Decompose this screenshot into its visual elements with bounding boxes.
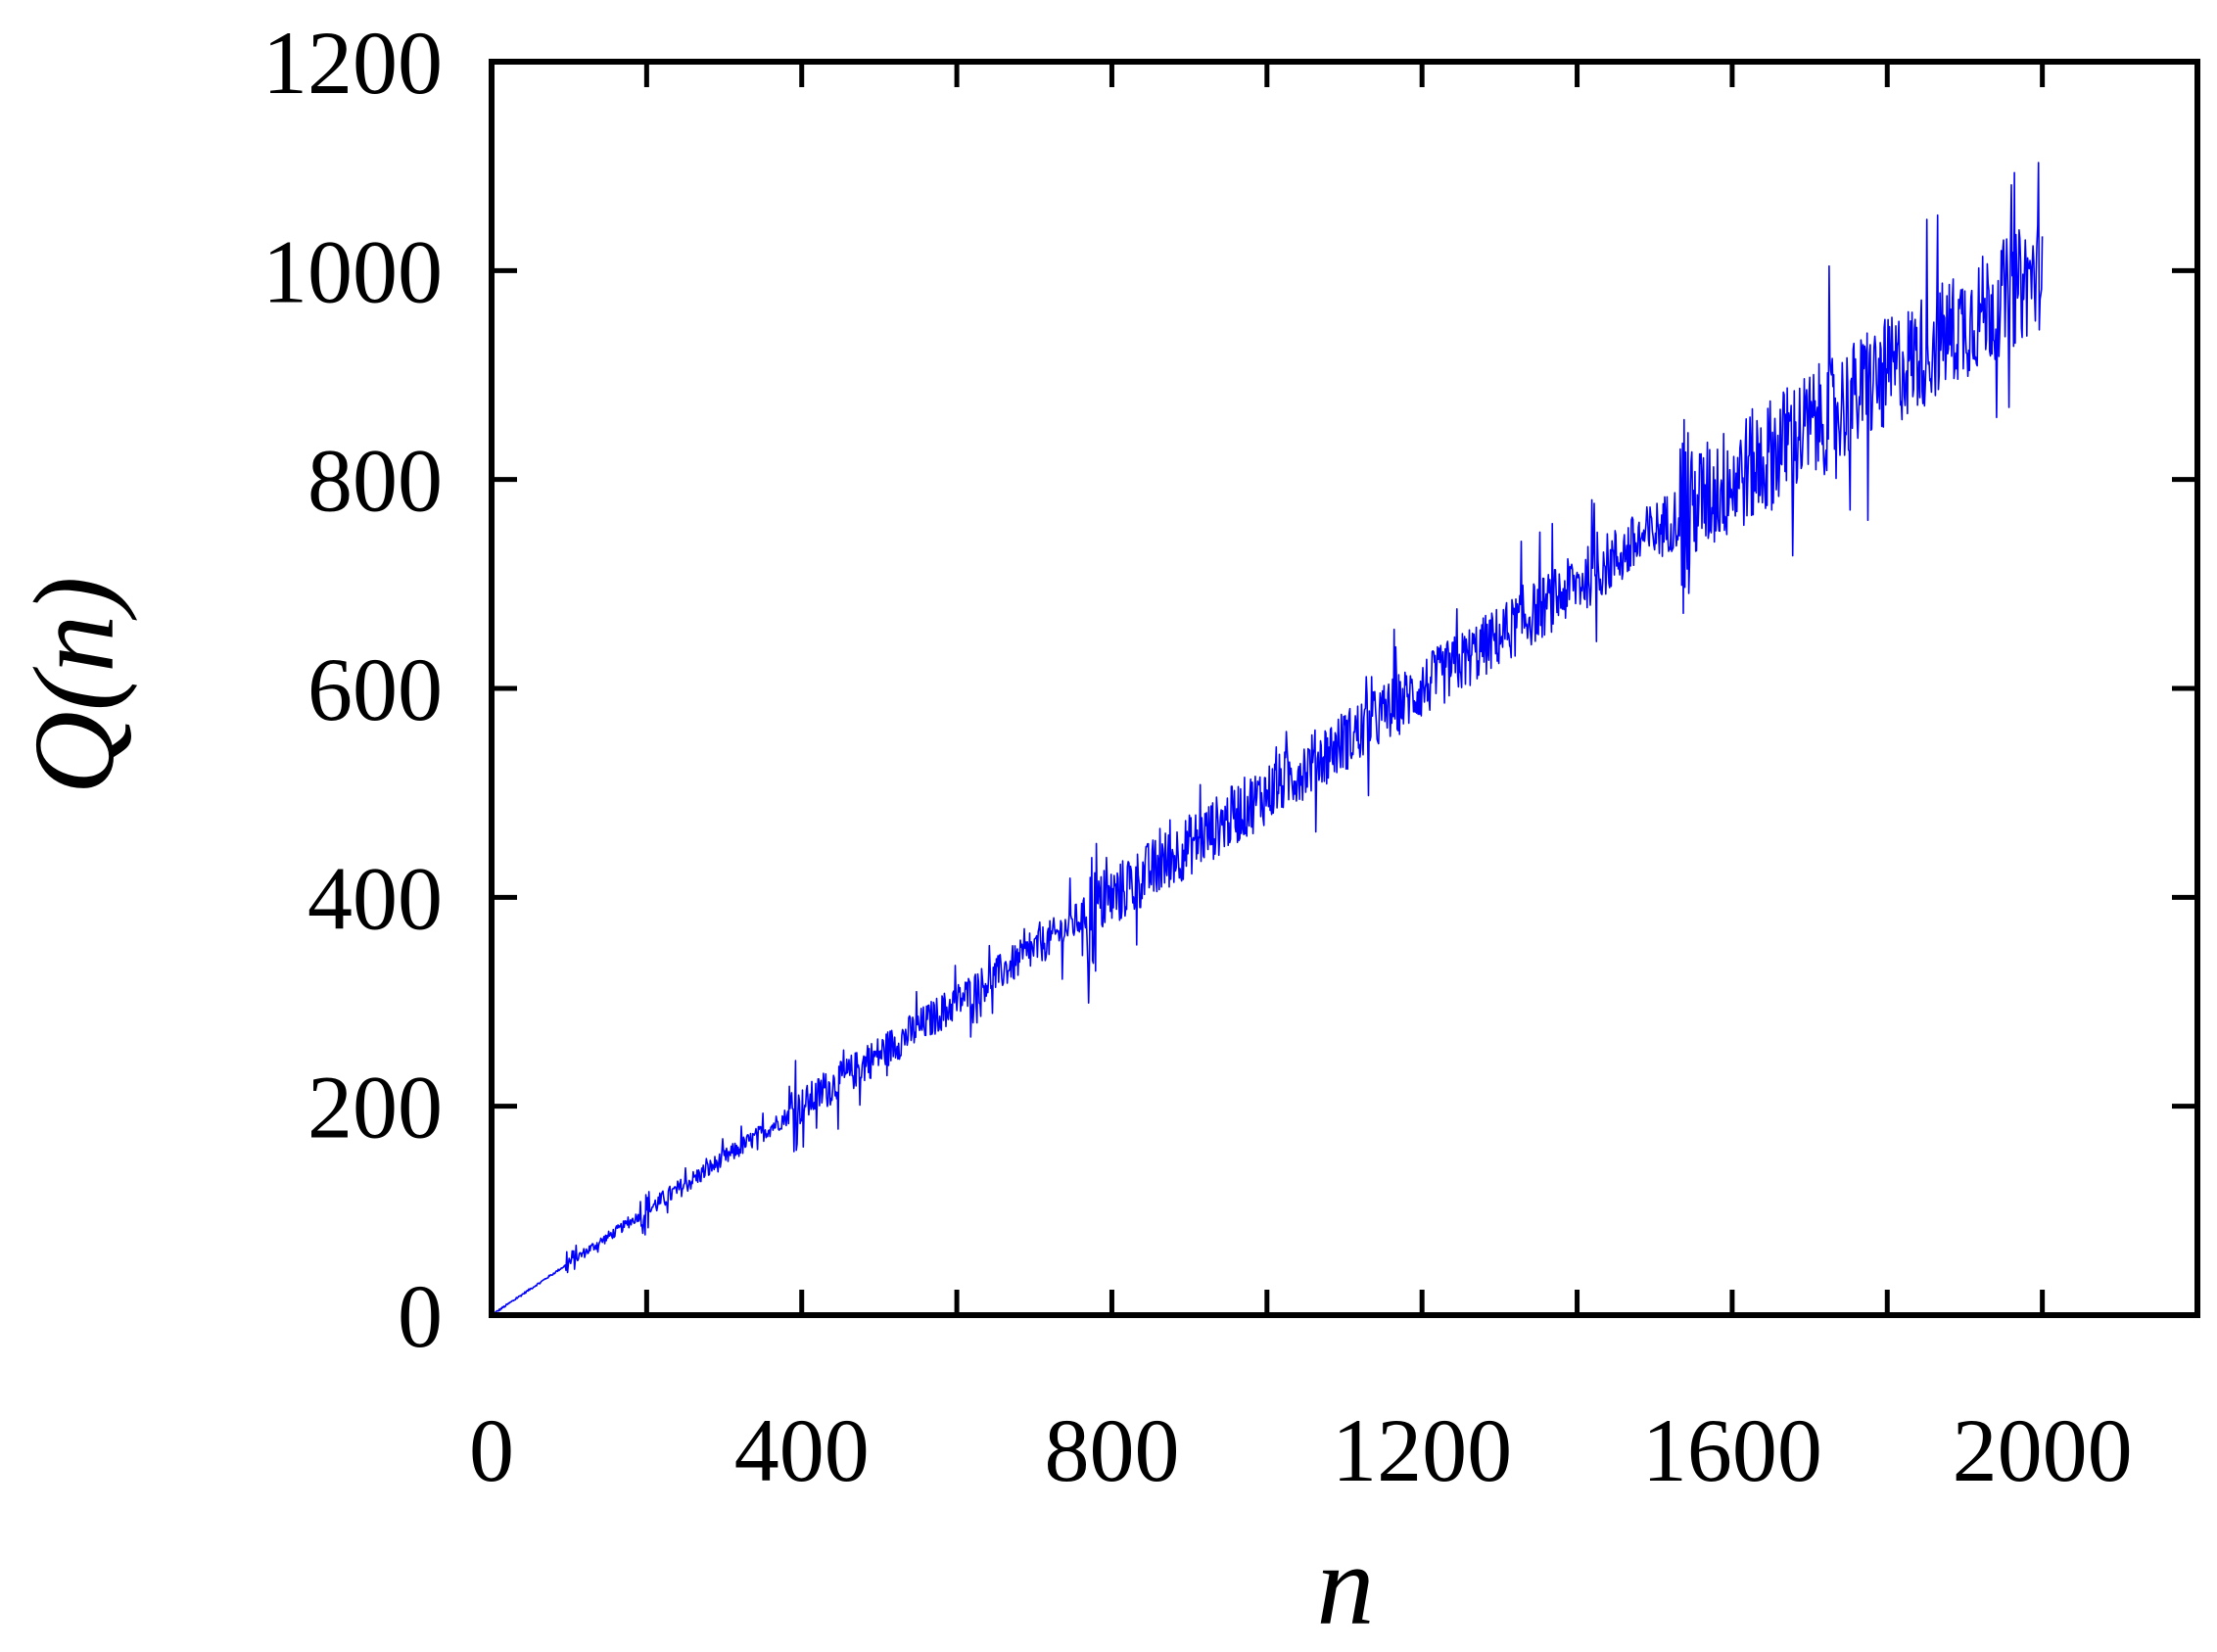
x-tick-label: 400 <box>734 1400 870 1500</box>
y-tick-label: 200 <box>307 1058 443 1157</box>
plot-frame <box>489 59 2200 1318</box>
series-line <box>492 162 2044 1315</box>
x-tick-label: 0 <box>469 1400 514 1500</box>
x-tick-label: 1600 <box>1642 1400 1822 1500</box>
x-tick-label: 2000 <box>1953 1400 2133 1500</box>
y-tick-label: 600 <box>307 639 443 739</box>
x-axis-label: n <box>1317 1521 1375 1649</box>
x-tick-label: 1200 <box>1332 1400 1512 1500</box>
y-tick-label: 800 <box>307 431 443 531</box>
plot-layer <box>492 162 2044 1315</box>
axes-layer: 0 400 800 1200 1600 2000 0 200 400 600 800 1000 1200 <box>262 13 2200 1500</box>
x-tick-label: 800 <box>1044 1400 1179 1500</box>
y-axis-label: Q(n) <box>10 577 138 795</box>
y-tick-label: 1000 <box>262 221 443 321</box>
y-tick-label: 1200 <box>262 13 443 113</box>
y-tick-label: 0 <box>398 1266 443 1366</box>
y-tick-label: 400 <box>307 848 443 948</box>
